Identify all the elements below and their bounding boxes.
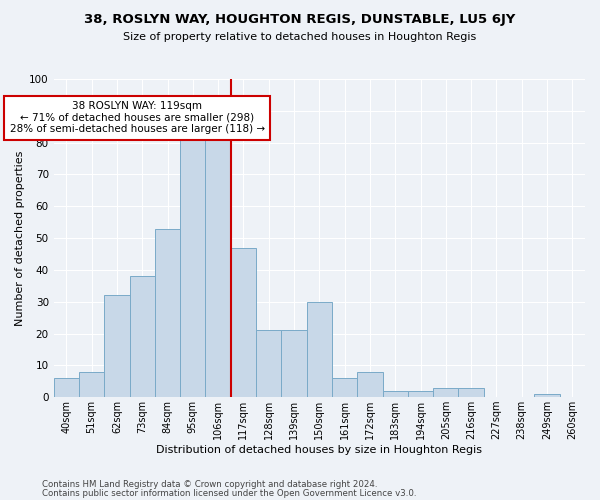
Y-axis label: Number of detached properties: Number of detached properties (15, 150, 25, 326)
Bar (357, 372, 383, 397)
Text: 38, ROSLYN WAY, HOUGHTON REGIS, DUNSTABLE, LU5 6JY: 38, ROSLYN WAY, HOUGHTON REGIS, DUNSTABL… (85, 12, 515, 26)
Bar (383, 391, 408, 397)
Bar (130, 276, 155, 397)
Bar (231, 248, 256, 397)
Bar (458, 388, 484, 397)
Bar (408, 391, 433, 397)
Bar (79, 372, 104, 397)
Bar (307, 302, 332, 397)
Text: Size of property relative to detached houses in Houghton Regis: Size of property relative to detached ho… (124, 32, 476, 42)
Bar (332, 378, 357, 397)
Bar (535, 394, 560, 397)
X-axis label: Distribution of detached houses by size in Houghton Regis: Distribution of detached houses by size … (157, 445, 482, 455)
Bar (281, 330, 307, 397)
Text: 38 ROSLYN WAY: 119sqm
← 71% of detached houses are smaller (298)
28% of semi-det: 38 ROSLYN WAY: 119sqm ← 71% of detached … (10, 102, 265, 134)
Text: Contains HM Land Registry data © Crown copyright and database right 2024.: Contains HM Land Registry data © Crown c… (42, 480, 377, 489)
Bar (104, 296, 130, 397)
Bar (256, 330, 281, 397)
Bar (433, 388, 458, 397)
Bar (180, 140, 205, 397)
Bar (53, 378, 79, 397)
Bar (205, 140, 231, 397)
Text: Contains public sector information licensed under the Open Government Licence v3: Contains public sector information licen… (42, 489, 416, 498)
Bar (155, 228, 180, 397)
